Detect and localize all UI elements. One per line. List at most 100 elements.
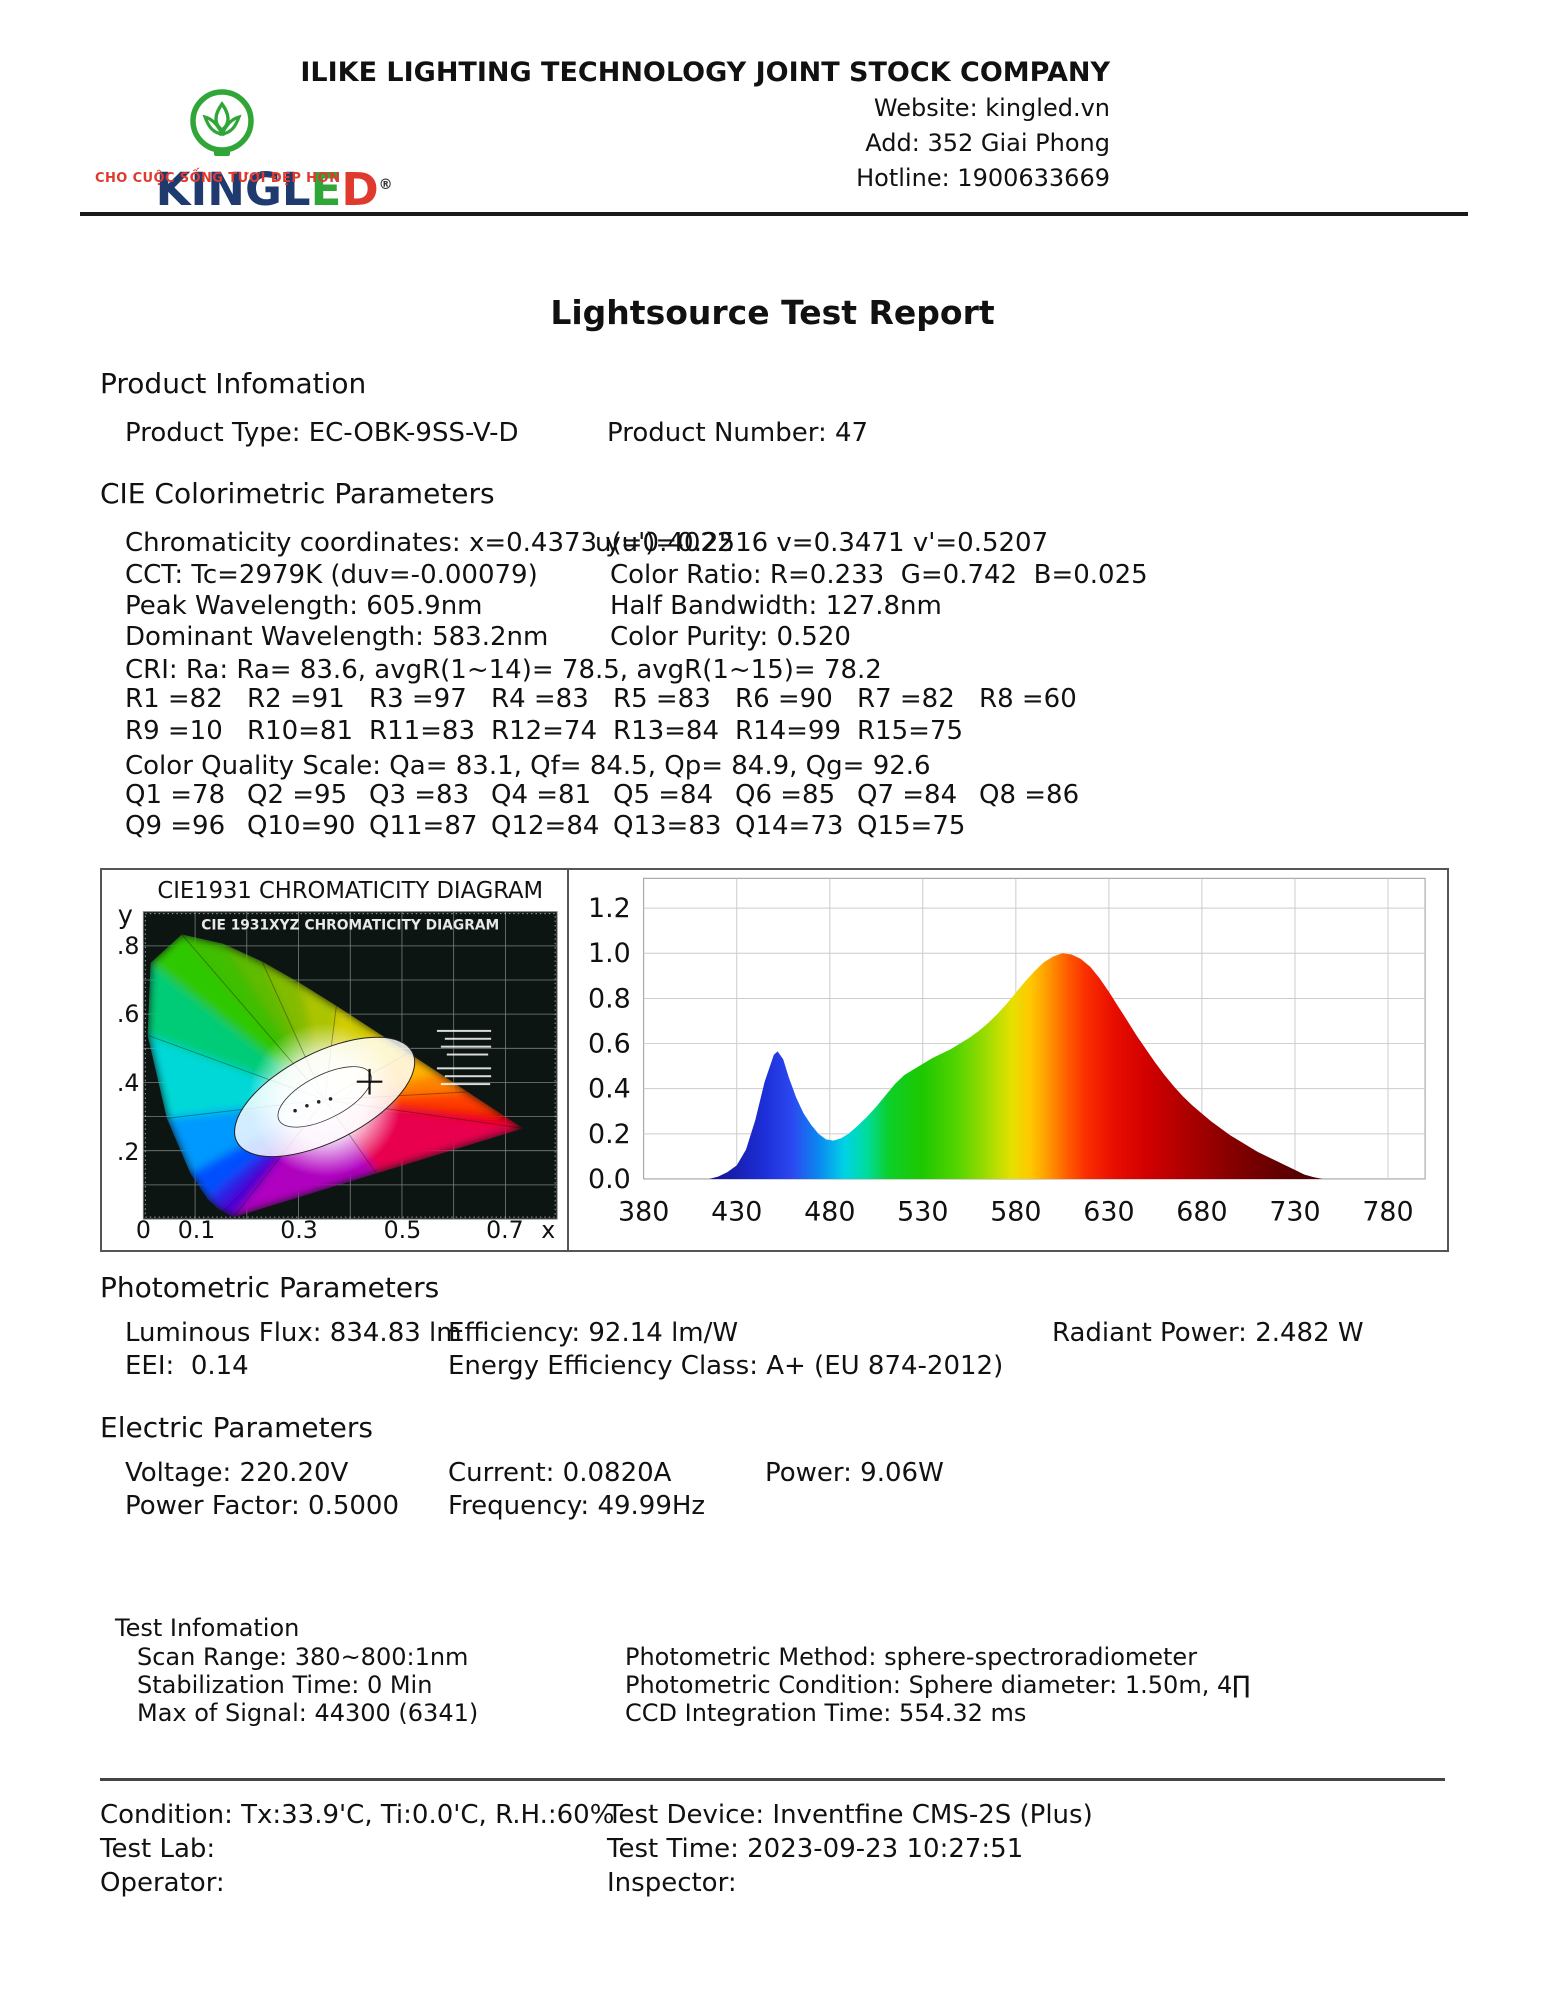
svg-text:0.7: 0.7 [486,1216,524,1244]
footer-inspector: Inspector: [607,1868,737,1898]
r-value: R5 =83 [613,684,711,714]
cie-legend-marks [436,1029,492,1086]
r-value: R1 =82 [125,684,223,714]
cie-y-ticks: .8 .6 .4 .2 [117,932,140,1166]
footer-test-time: Test Time: 2023-09-23 10:27:51 [607,1834,1024,1864]
energy-class: Energy Efficiency Class: A+ (EU 874-2012… [448,1351,1004,1381]
footer-divider [100,1778,1445,1781]
r-value: R13=84 [613,716,720,746]
r-value: R11=83 [369,716,476,746]
section-testinfo-heading: Test Infomation [115,1614,300,1642]
r-value: R15=75 [857,716,964,746]
cie-cri: CRI: Ra: Ra= 83.6, avgR(1~14)= 78.5, avg… [125,655,882,685]
charts-panel: CIE1931 CHROMATICITY DIAGRAM y [100,868,1449,1252]
r-value: R12=74 [491,716,598,746]
q-value: Q5 =84 [613,780,714,810]
svg-text:1.2: 1.2 [588,893,631,924]
cie-peak-wavelength: Peak Wavelength: 605.9nm [125,591,483,621]
svg-text:480: 480 [804,1197,855,1228]
svg-text:0.2: 0.2 [588,1119,631,1150]
cie-cqs: Color Quality Scale: Qa= 83.1, Qf= 84.5,… [125,751,931,781]
q-value: Q6 =85 [735,780,836,810]
company-header: ILIKE LIGHTING TECHNOLOGY JOINT STOCK CO… [300,55,1110,196]
svg-text:730: 730 [1269,1197,1320,1228]
eei: EEI: 0.14 [125,1351,249,1381]
r-value: R10=81 [247,716,354,746]
q-value: Q8 =86 [979,780,1080,810]
cie-dominant-wavelength: Dominant Wavelength: 583.2nm [125,622,549,652]
page-title: Lightsource Test Report [550,293,995,332]
svg-text:0: 0 [136,1216,151,1244]
measured-point-marker [356,1068,383,1095]
r-value: R2 =91 [247,684,345,714]
cie-uv: u(u')=0.2516 v=0.3471 v'=0.5207 [595,528,1049,558]
q-value: Q15=75 [857,811,966,841]
svg-text:.8: .8 [117,932,140,960]
spectrum-svg: 0.0 0.2 0.4 0.6 0.8 1.0 1.2 380 430 480 … [588,877,1426,1228]
footer-test-device: Test Device: Inventfine CMS-2S (Plus) [607,1800,1093,1830]
cie1931-diagram-svg: CIE1931 CHROMATICITY DIAGRAM y [117,878,558,1244]
cqs-q-values: Q1 =78 Q2 =95 Q3 =83 Q4 =81 Q5 =84 Q6 =85 Q7 =… [125,782,1101,839]
q-value: Q10=90 [247,811,356,841]
cie-color-ratio: Color Ratio: R=0.233 G=0.742 B=0.025 [610,560,1148,590]
svg-text:0.8: 0.8 [588,983,631,1014]
r-value: R8 =60 [979,684,1077,714]
footer-operator: Operator: [100,1868,225,1898]
voltage: Voltage: 220.20V [125,1458,349,1488]
svg-text:780: 780 [1362,1197,1413,1228]
svg-text:630: 630 [1083,1197,1134,1228]
svg-text:x: x [541,1216,555,1244]
scan-range: Scan Range: 380~800:1nm [137,1643,469,1671]
spectrum-x-ticks: 380 430 480 530 580 630 680 730 780 [618,1197,1414,1228]
cie-y-axis-label: y [118,901,133,931]
lotus-bulb-icon [190,89,254,156]
power-factor: Power Factor: 0.5000 [125,1491,400,1521]
q-value: Q7 =84 [857,780,958,810]
power: Power: 9.06W [765,1458,944,1488]
q-value: Q11=87 [369,811,478,841]
svg-text:1.0: 1.0 [588,938,631,969]
company-address: Add: 352 Giai Phong [865,129,1110,157]
luminous-flux: Luminous Flux: 834.83 lm [125,1318,462,1348]
svg-text:0.1: 0.1 [178,1216,216,1244]
svg-text:380: 380 [618,1197,669,1228]
cie1931-chart: CIE1931 CHROMATICITY DIAGRAM y [102,870,569,1250]
spectrum-y-ticks: 0.0 0.2 0.4 0.6 0.8 1.0 1.2 [588,893,631,1195]
r-value: R7 =82 [857,684,955,714]
svg-text:0.0: 0.0 [588,1164,631,1195]
r-value: R4 =83 [491,684,589,714]
svg-text:.4: .4 [117,1069,140,1097]
frequency: Frequency: 49.99Hz [448,1491,706,1521]
spectrum-chart: 0.0 0.2 0.4 0.6 0.8 1.0 1.2 380 430 480 … [569,870,1447,1250]
spectrum-curve [708,953,1323,1179]
r-value: R3 =97 [369,684,467,714]
q-value: Q14=73 [735,811,844,841]
svg-text:.2: .2 [117,1138,140,1166]
q-value: Q3 =83 [369,780,470,810]
svg-text:680: 680 [1176,1197,1227,1228]
radiant-power: Radiant Power: 2.482 W [1052,1318,1364,1348]
footer-test-lab: Test Lab: [100,1834,216,1864]
cie-x-ticks: 0 0.1 0.3 0.5 0.7 x [136,1216,555,1244]
section-cie-heading: CIE Colorimetric Parameters [100,477,495,510]
r-value: R14=99 [735,716,842,746]
company-name: ILIKE LIGHTING TECHNOLOGY JOINT STOCK CO… [300,57,1110,88]
logo-text-e: E [310,163,342,216]
header-divider [80,212,1468,216]
cie-inner-title: CIE 1931XYZ CHROMATICITY DIAGRAM [201,917,499,933]
svg-text:430: 430 [711,1197,762,1228]
cri-r-values: R1 =82 R2 =91 R3 =97 R4 =83 R5 =83 R6 =90 R7 =… [125,686,1101,744]
max-signal: Max of Signal: 44300 (6341) [137,1699,479,1727]
planckian-locus-dots [293,1097,333,1113]
svg-text:580: 580 [990,1197,1041,1228]
logo-text-kingl: KINGL [155,163,311,216]
svg-text:0.4: 0.4 [588,1074,631,1105]
svg-text:0.6: 0.6 [588,1029,631,1060]
svg-text:.6: .6 [117,1000,140,1028]
q-value: Q9 =96 [125,811,226,841]
company-hotline: Hotline: 1900633669 [856,164,1110,192]
svg-text:0.5: 0.5 [384,1216,422,1244]
r-value: R6 =90 [735,684,833,714]
registered-mark: ® [378,177,393,193]
logo-text-d: D [341,163,379,216]
